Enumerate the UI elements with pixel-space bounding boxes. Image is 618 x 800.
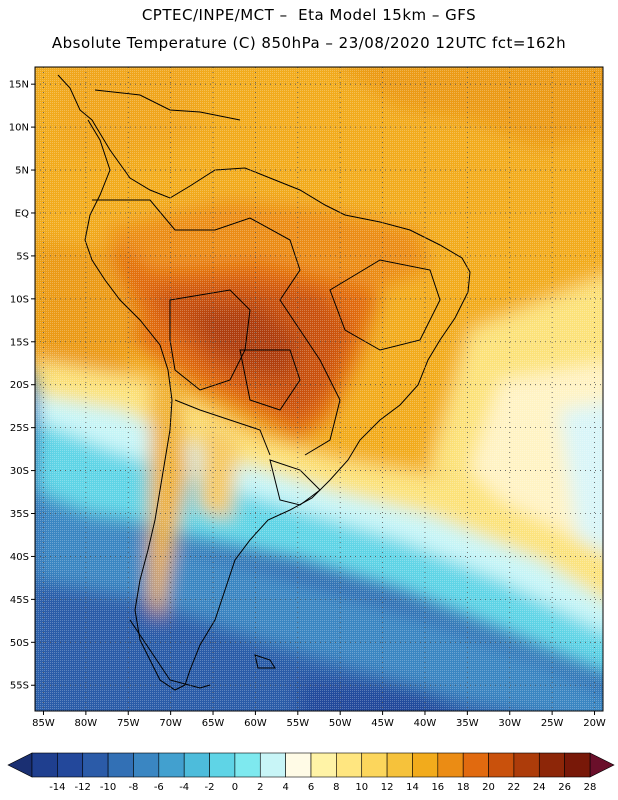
colorbar-low-arrow: [7, 752, 33, 778]
colorbar-label: -2: [205, 782, 215, 793]
colorbar-high-arrow: [589, 752, 615, 778]
lon-tick-label: 25W: [541, 718, 564, 729]
colorbar-label: -10: [100, 782, 116, 793]
colorbar-label: 28: [584, 782, 597, 793]
colorbar-swatch: [285, 752, 312, 778]
colorbar: -14 -12 -10 -8 -6 -4 -2 0 2 4 6 8 10 12 14 16 18 20 22 24 26…: [7, 752, 615, 793]
lon-tick-label: 50W: [329, 718, 352, 729]
lat-tick-label: 15N: [9, 80, 29, 91]
colorbar-swatch: [386, 752, 413, 778]
lat-tick-label: 20S: [10, 380, 29, 391]
colorbar-swatch: [437, 752, 464, 778]
lat-tick-label: 50S: [10, 638, 29, 649]
colorbar-swatch: [513, 752, 540, 778]
coastlines: [57, 74, 471, 691]
colorbar-swatch: [488, 752, 515, 778]
colorbar-swatch: [564, 752, 591, 778]
lon-tick-label: 45W: [371, 718, 394, 729]
colorbar-label: -12: [75, 782, 91, 793]
colorbar-swatch: [133, 752, 160, 778]
colorbar-label: -6: [154, 782, 164, 793]
chart-title-line2: Absolute Temperature (C) 850hPa – 23/08/…: [51, 34, 567, 52]
colorbar-swatch: [158, 752, 185, 778]
colorbar-label: 16: [431, 782, 444, 793]
colorbar-label: 0: [232, 782, 238, 793]
colorbar-label: 22: [508, 782, 521, 793]
lat-tick-label: 10N: [9, 123, 29, 134]
colorbar-swatch: [107, 752, 134, 778]
lat-tick-label: 15S: [10, 337, 29, 348]
colorbar-swatch: [209, 752, 236, 778]
lon-tick-label: 60W: [244, 718, 267, 729]
colorbar-swatch: [82, 752, 109, 778]
lat-tick-label: EQ: [15, 208, 29, 219]
temperature-field: [35, 67, 603, 711]
colorbar-swatch: [234, 752, 261, 778]
colorbar-label: 6: [308, 782, 314, 793]
lat-tick-label: 5S: [16, 251, 29, 262]
colorbar-swatch: [462, 752, 489, 778]
colorbar-label: 20: [482, 782, 495, 793]
lat-tick-label: 40S: [10, 552, 29, 563]
colorbar-label: 8: [333, 782, 339, 793]
colorbar-label: 24: [533, 782, 546, 793]
colorbar-swatch: [57, 752, 84, 778]
colorbar-swatch: [310, 752, 337, 778]
colorbar-label: 2: [257, 782, 263, 793]
lon-tick-label: 80W: [75, 718, 98, 729]
colorbar-label: -4: [179, 782, 189, 793]
longitude-axis: 85W 80W 75W 70W 65W 60W 55W 50W 45W 40W 35W 30W 25W 2…: [32, 711, 606, 729]
colorbar-label: -14: [49, 782, 65, 793]
colorbar-swatch: [412, 752, 439, 778]
lon-tick-label: 35W: [456, 718, 479, 729]
lat-tick-label: 55S: [10, 681, 29, 692]
lon-tick-label: 20W: [583, 718, 606, 729]
colorbar-label: -8: [128, 782, 138, 793]
plot-border: [34, 66, 604, 712]
lat-tick-label: 10S: [10, 294, 29, 305]
lon-tick-label: 55W: [286, 718, 309, 729]
colorbar-swatch: [259, 752, 286, 778]
colorbar-label: 14: [406, 782, 419, 793]
lon-tick-label: 30W: [498, 718, 521, 729]
lon-tick-label: 65W: [202, 718, 225, 729]
lon-tick-label: 85W: [32, 718, 55, 729]
chart-title-line1: CPTEC/INPE/MCT – Eta Model 15km – GFS: [141, 6, 477, 24]
colorbar-swatch: [538, 752, 565, 778]
lon-tick-label: 40W: [414, 718, 437, 729]
lat-tick-label: 45S: [10, 595, 29, 606]
latitude-axis: 15N 10N 5N EQ 5S 10S 15S 20S 25S 30S 35S 40S 45S 50S 5…: [9, 80, 35, 692]
lon-tick-label: 75W: [117, 718, 140, 729]
colorbar-label: 4: [282, 782, 288, 793]
colorbar-swatch: [183, 752, 210, 778]
lon-tick-label: 70W: [159, 718, 182, 729]
colorbar-swatch: [361, 752, 388, 778]
colorbar-label: 10: [355, 782, 368, 793]
colorbar-label: 12: [381, 782, 394, 793]
colorbar-label: 18: [457, 782, 470, 793]
lat-tick-label: 5N: [15, 166, 29, 177]
colorbar-label: 26: [558, 782, 571, 793]
colorbar-swatch: [336, 752, 363, 778]
lat-tick-label: 30S: [10, 466, 29, 477]
lat-tick-label: 35S: [10, 509, 29, 520]
lat-tick-label: 25S: [10, 423, 29, 434]
colorbar-swatch: [31, 752, 58, 778]
